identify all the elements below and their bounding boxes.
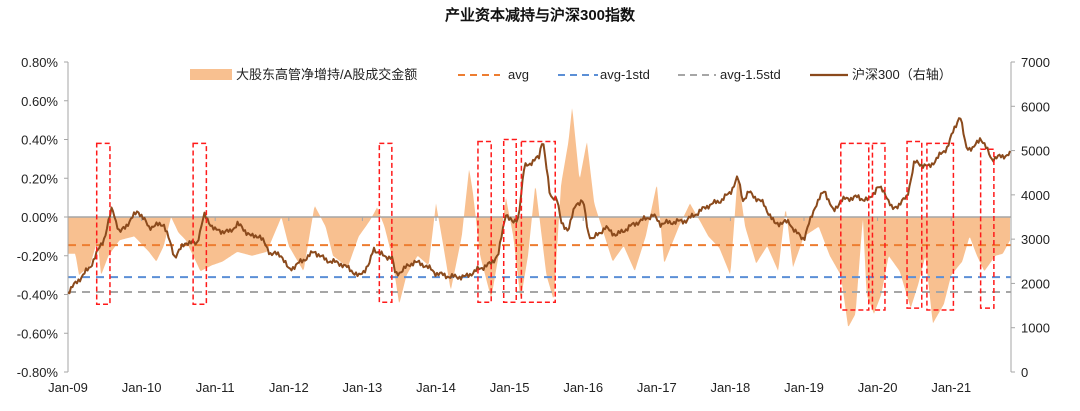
highlight-box [871,142,886,311]
highlight-boxes [95,138,995,311]
legend-label-avg-1std: avg-1std [600,67,650,82]
x-tick-label: Jan-10 [122,380,162,395]
x-tick-label: Jan-16 [563,380,603,395]
csi300-line [67,117,1011,295]
right-tick-label: 5000 [1021,144,1050,159]
left-tick-label: -0.60% [17,326,59,341]
right-tick-label: 2000 [1021,276,1050,291]
highlight-box [520,140,556,303]
x-tick-label: Jan-09 [48,380,88,395]
chart-title: 产业资本减持与沪深300指数 [445,6,636,24]
highlight-box [906,140,923,309]
highlight-box [979,148,995,309]
legend-label-csi300: 沪深300（右轴） [852,67,952,82]
left-tick-label: 0.20% [21,171,58,186]
left-tick-label: 0.00% [21,210,58,225]
highlight-box [840,142,870,311]
left-tick-label: -0.80% [17,365,59,380]
legend: 大股东高管净增持/A股成交金额 avg avg-1std avg-1.5std … [190,67,952,82]
x-tick-label: Jan-19 [784,380,824,395]
highlight-box [477,140,492,303]
highlight-box [378,142,393,303]
right-tick-label: 4000 [1021,188,1050,203]
legend-label-area: 大股东高管净增持/A股成交金额 [236,67,417,82]
left-tick-label: -0.40% [17,288,59,303]
x-tick-label: Jan-14 [416,380,456,395]
x-tick-label: Jan-17 [637,380,677,395]
right-tick-label: 7000 [1021,55,1050,70]
x-tick-label: Jan-11 [196,380,235,395]
left-tick-label: 0.80% [21,55,58,70]
x-tick-label: Jan-15 [490,380,530,395]
right-tick-label: 0 [1021,365,1028,380]
reference-lines [68,244,1011,293]
right-tick-label: 6000 [1021,99,1050,114]
right-tick-label: 1000 [1021,321,1050,336]
legend-swatch-area [190,69,232,80]
highlight-box [95,142,111,305]
left-tick-label: 0.60% [21,94,58,109]
x-tick-label: Jan-18 [711,380,751,395]
left-tick-label: 0.40% [21,133,58,148]
legend-label-avg: avg [508,67,529,82]
legend-label-avg-1.5std: avg-1.5std [720,67,781,82]
right-tick-label: 3000 [1021,232,1050,247]
axes: 0.80% 0.60% 0.40% 0.20% 0.00% -0.20% -0.40% -0.… [17,55,1050,395]
x-tick-label: Jan-12 [269,380,309,395]
csi300-series [67,117,1011,295]
x-tick-label: Jan-20 [858,380,898,395]
highlight-box [192,142,208,305]
x-tick-label: Jan-13 [343,380,383,395]
left-tick-label: -0.20% [17,249,59,264]
x-tick-label: Jan-21 [931,380,971,395]
